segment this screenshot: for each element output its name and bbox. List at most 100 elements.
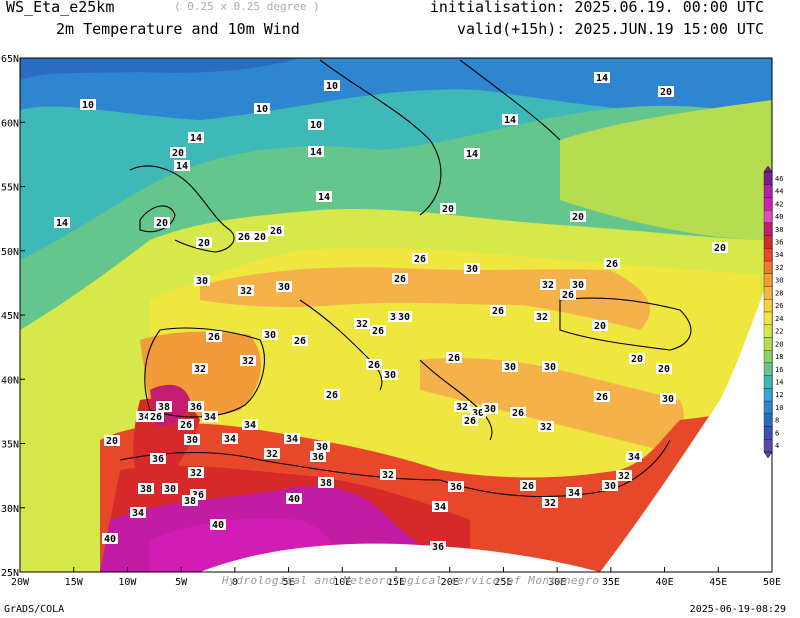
isotherm-label-bg (178, 419, 194, 430)
lon-tick-label: 15W (65, 577, 84, 588)
colorbar-swatch (763, 413, 773, 427)
isotherm-label: 32 (540, 422, 552, 433)
isotherm-label: 32 (242, 356, 254, 367)
isotherm-label-bg (626, 451, 642, 462)
isotherm-label-bg (238, 285, 254, 296)
isotherm-label-bg (188, 132, 204, 143)
lon-tick-label: 0 (232, 577, 238, 588)
colorbar-label: 8 (775, 417, 779, 425)
isotherm-label: 30 (278, 282, 290, 293)
isotherm-label: 38 (320, 478, 332, 489)
isotherm-label: 34 (138, 412, 150, 423)
isotherm-label: 30 (466, 264, 478, 275)
isotherm-label: 32 (356, 319, 368, 330)
isotherm-label: 34 (628, 452, 640, 463)
isotherm-label: 20 (198, 238, 210, 249)
software-credit: GrADS/COLA (4, 604, 65, 615)
isotherm-label-bg (382, 369, 398, 380)
map-subtitle: 2m Temperature and 10m Wind (56, 20, 300, 38)
isotherm-label: 38 (140, 484, 152, 495)
colorbar-swatch (763, 273, 773, 287)
isotherm-label-bg (712, 242, 728, 253)
isotherm-label: 30 (316, 442, 328, 453)
lon-tick-label: 40E (656, 577, 674, 588)
agency-watermark: Hydrological and Meteorological service … (222, 574, 600, 587)
latitude-axis: 65N 60N 55N 50N 45N 40N 35N 30N 25N (1, 54, 25, 579)
isotherm-label-bg (136, 411, 152, 422)
isotherm-label: 32 (542, 280, 554, 291)
isotherm-label-bg (276, 281, 292, 292)
isotherm-label: 26 (492, 306, 504, 317)
isotherm-label-bg (570, 279, 586, 290)
isotherm-label: 26 (562, 290, 574, 301)
isotherm-label-bg (324, 389, 340, 400)
isotherm-label: 30 (186, 435, 198, 446)
isotherm-label-bg (570, 211, 586, 222)
colorbar-label: 36 (775, 239, 783, 247)
isotherm-label: 14 (504, 115, 516, 126)
isotherm-label: 34 (568, 488, 580, 499)
colorbar-swatch (763, 324, 773, 338)
isotherm-label-bg (154, 217, 170, 228)
isotherm-label-bg (464, 148, 480, 159)
isotherm-labels: 10 10 10 10 14 20 14 14 14 14 14 20 14 20 20 14 20 20 26 20… (54, 72, 728, 553)
isotherm-label: 26 (522, 481, 534, 492)
isotherm-label-bg (188, 467, 204, 478)
isotherm-label: 30 (384, 370, 396, 381)
lat-tick-label: 30N (1, 504, 19, 515)
isotherm-label: 26 (394, 274, 406, 285)
lat-tick-label: 65N (1, 54, 19, 65)
isotherm-label-bg (150, 453, 166, 464)
lon-tick-label: 20E (441, 577, 459, 588)
colorbar-label: 16 (775, 366, 783, 374)
isotherm-label: 26 (238, 232, 250, 243)
isotherm-label-bg (366, 359, 382, 370)
isotherm-label: 34 (244, 420, 256, 431)
isotherm-label-bg (104, 435, 120, 446)
isotherm-label-bg (660, 393, 676, 404)
lon-tick-label: 15E (387, 577, 405, 588)
colorbar-swatch (763, 171, 773, 185)
isotherm-label-bg (446, 352, 462, 363)
isotherm-label-bg (658, 86, 674, 97)
isotherm-label-bg (560, 289, 576, 300)
colorbar-label: 18 (775, 353, 783, 361)
isotherm-label-bg (202, 411, 218, 422)
isotherm-label-bg (448, 481, 464, 492)
isotherm-label: 26 (414, 254, 426, 265)
lat-tick-label: 35N (1, 440, 19, 451)
isotherm-label-bg (470, 407, 486, 418)
isotherm-label: 26 (448, 353, 460, 364)
colorbar-swatch (763, 210, 773, 224)
isotherm-label-bg (629, 353, 645, 364)
isotherm-label: 26 (150, 412, 162, 423)
isotherm-label: 20 (594, 321, 606, 332)
lat-tick-label: 45N (1, 311, 19, 322)
isotherm-label-bg (156, 401, 172, 412)
isotherm-label-bg (454, 401, 470, 412)
isotherm-label: 30 (504, 362, 516, 373)
isotherm-label-bg (254, 103, 270, 114)
isotherm-label: 30 (264, 330, 276, 341)
lon-tick-label: 20W (11, 577, 30, 588)
isotherm-label-bg (192, 363, 208, 374)
colorbar-label: 4 (775, 442, 779, 450)
colorbar-swatch (763, 311, 773, 325)
isotherm-label: 20 (172, 148, 184, 159)
isotherm-label: 14 (596, 73, 608, 84)
isotherm-label: 38 (184, 496, 196, 507)
lon-tick-label: 25E (494, 577, 512, 588)
isotherm-label-bg (542, 497, 558, 508)
isotherm-label: 34 (204, 412, 216, 423)
colorbar-label: 40 (775, 213, 783, 221)
colorbar-swatch (763, 350, 773, 364)
colorbar-swatch (763, 375, 773, 389)
colorbar-swatch (763, 260, 773, 274)
isotherm-label-bg (190, 489, 206, 500)
isotherm-label-bg (370, 325, 386, 336)
isotherm-label-bg (318, 477, 334, 488)
isotherm-label: 20 (572, 212, 584, 223)
isotherm-label-bg (284, 433, 300, 444)
lat-tick-label: 40N (1, 375, 19, 386)
